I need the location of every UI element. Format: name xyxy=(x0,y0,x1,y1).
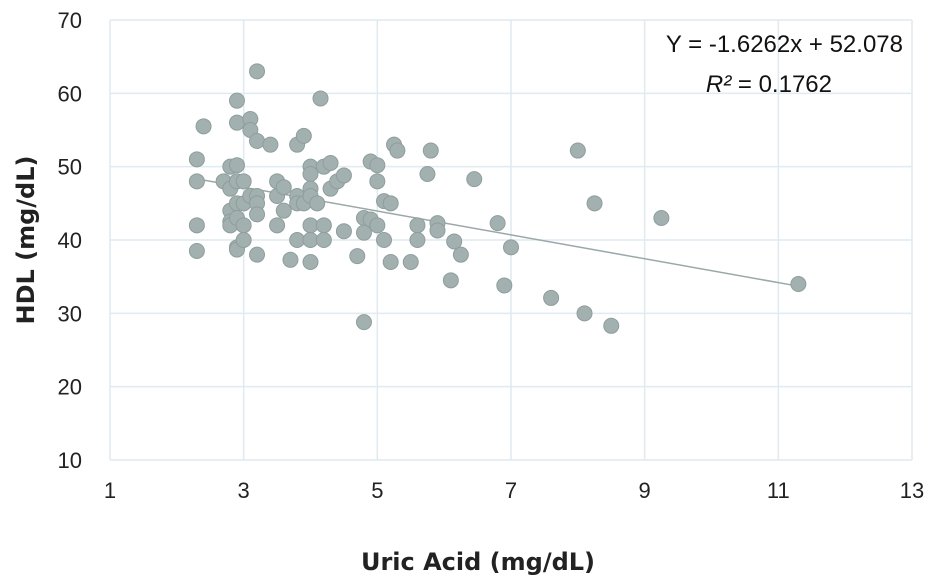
data-point xyxy=(576,305,593,322)
data-point xyxy=(382,254,399,270)
data-point xyxy=(228,92,245,109)
data-point xyxy=(369,173,386,190)
r-squared-label: R² = 0.1762 xyxy=(706,71,832,98)
data-point xyxy=(503,239,519,256)
data-point xyxy=(335,167,352,184)
x-tick-label: 3 xyxy=(238,478,250,503)
y-tick-label: 50 xyxy=(58,155,82,180)
data-point xyxy=(349,248,366,265)
data-point xyxy=(429,222,446,239)
data-point xyxy=(312,90,329,107)
data-point xyxy=(543,289,560,306)
y-tick-label: 70 xyxy=(58,8,82,33)
data-point xyxy=(355,314,372,331)
data-point xyxy=(302,166,319,182)
data-point xyxy=(249,63,266,80)
data-point xyxy=(586,195,603,212)
data-point xyxy=(188,243,205,259)
data-point xyxy=(603,317,620,334)
x-axis-label: Uric Acid (mg/dL) xyxy=(361,548,595,576)
data-point xyxy=(402,254,419,270)
data-point xyxy=(302,232,319,248)
data-point xyxy=(376,232,393,248)
data-point xyxy=(309,195,326,212)
data-point xyxy=(228,157,245,174)
data-point xyxy=(382,195,399,212)
data-point xyxy=(315,232,332,248)
y-axis-label: HDL (mg/dL) xyxy=(12,155,40,324)
data-point xyxy=(295,127,312,144)
r2-value: = 0.1762 xyxy=(731,71,832,98)
data-point xyxy=(249,246,266,263)
x-tick-label: 13 xyxy=(900,478,924,503)
y-tick-label: 10 xyxy=(58,448,82,473)
data-point xyxy=(289,232,306,248)
data-point xyxy=(249,133,266,149)
y-tick-label: 60 xyxy=(58,81,82,106)
data-point xyxy=(446,233,463,250)
data-point xyxy=(653,210,670,226)
equation-label: Y = -1.6262x + 52.078 xyxy=(666,31,903,58)
x-tick-label: 11 xyxy=(767,478,790,503)
data-point xyxy=(228,114,245,131)
data-point xyxy=(790,276,807,292)
data-point xyxy=(235,173,252,190)
data-point xyxy=(302,217,319,234)
data-point xyxy=(452,246,469,263)
data-point xyxy=(322,155,339,171)
data-point xyxy=(269,217,286,234)
y-tick-label: 20 xyxy=(58,375,82,400)
data-point xyxy=(419,166,436,182)
data-point xyxy=(409,217,426,234)
data-point xyxy=(369,157,386,174)
data-point xyxy=(188,151,205,168)
data-point xyxy=(389,142,406,159)
data-point xyxy=(235,232,252,248)
data-point xyxy=(569,142,586,159)
data-point xyxy=(235,217,252,234)
y-tick-label: 30 xyxy=(58,301,82,326)
data-points xyxy=(188,63,807,334)
x-tick-label: 9 xyxy=(639,478,651,503)
x-tick-label: 5 xyxy=(371,478,383,503)
data-point xyxy=(489,215,506,232)
data-point xyxy=(262,136,279,153)
data-point xyxy=(249,206,266,223)
data-point xyxy=(442,272,459,289)
data-point xyxy=(422,142,439,159)
data-point xyxy=(369,217,386,234)
data-point xyxy=(496,277,513,294)
x-tick-label: 1 xyxy=(104,478,116,503)
data-point xyxy=(282,251,299,268)
data-point xyxy=(315,217,332,234)
trendline xyxy=(196,178,799,287)
data-point xyxy=(188,217,205,234)
data-point xyxy=(275,179,292,196)
data-point xyxy=(195,118,212,135)
data-point xyxy=(188,173,205,190)
data-point xyxy=(466,171,483,188)
y-tick-label: 40 xyxy=(58,228,82,253)
data-point xyxy=(409,232,426,248)
data-point xyxy=(302,254,319,270)
data-point xyxy=(335,223,352,240)
data-point xyxy=(275,202,292,219)
data-point xyxy=(355,224,372,241)
x-tick-label: 7 xyxy=(505,478,517,503)
r2-symbol: R² xyxy=(706,71,732,98)
